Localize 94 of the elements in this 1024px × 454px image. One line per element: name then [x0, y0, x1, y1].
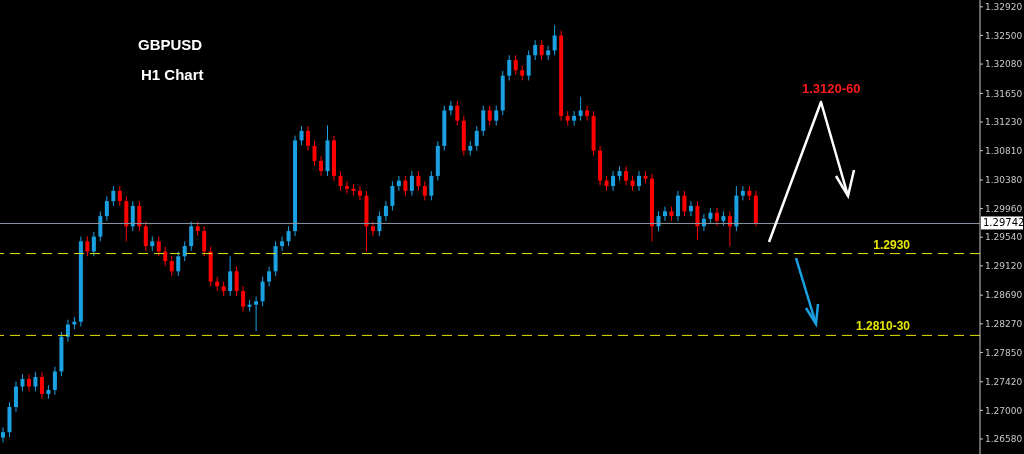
- text: H1 Chart: [141, 66, 204, 83]
- candlestick: [91, 231, 96, 257]
- candlestick: [390, 180, 395, 212]
- candlestick: [286, 225, 291, 247]
- candlestick: [572, 110, 577, 126]
- y-tick-label: 1.26580: [985, 434, 1023, 445]
- candlestick: [344, 180, 349, 195]
- candlestick: [176, 251, 181, 277]
- candlestick: [455, 100, 460, 126]
- candlestick: [370, 221, 375, 237]
- candlestick: [228, 255, 233, 297]
- candlestick: [662, 206, 667, 222]
- candlestick: [319, 155, 324, 177]
- candlestick: [260, 276, 265, 307]
- candlestick: [65, 319, 70, 343]
- candlestick: [104, 195, 109, 222]
- candlestick: [526, 49, 531, 81]
- candlestick: [695, 200, 700, 241]
- candlestick: [13, 381, 18, 413]
- candlestick: [682, 190, 687, 217]
- candlestick: [338, 170, 343, 192]
- y-tick-label: 1.30810: [985, 145, 1023, 156]
- candlestick: [306, 125, 311, 152]
- candlestick: [513, 54, 518, 76]
- candlestick: [202, 225, 207, 257]
- y-tick-label: 1.31230: [985, 117, 1023, 128]
- candlestick: [422, 180, 427, 201]
- candlestick: [189, 221, 194, 252]
- y-tick-label: 1.32920: [985, 2, 1023, 13]
- candlestick: [52, 366, 57, 396]
- candlestick: [26, 373, 31, 392]
- candlestick: [494, 105, 499, 126]
- candlestick: [611, 170, 616, 192]
- candlestick: [507, 54, 512, 81]
- annotation: 1.3120-60: [802, 81, 861, 96]
- candlestick: [481, 105, 486, 137]
- candlestick: [740, 185, 745, 201]
- candlestick: [396, 175, 401, 192]
- candlestick: [357, 185, 362, 201]
- candlestick: [637, 170, 642, 192]
- candlestick: [383, 200, 388, 222]
- candlestick: [552, 24, 557, 56]
- y-tick-label: 1.29540: [985, 232, 1023, 243]
- ref-line-label: 1.2810-30: [855, 319, 911, 334]
- candlestick: [39, 371, 44, 400]
- candlestick: [474, 125, 479, 152]
- candlestick: [429, 170, 434, 201]
- candlestick: [714, 207, 719, 227]
- y-tick-label: 1.31650: [985, 88, 1023, 99]
- y-tick-label: 1.29120: [985, 261, 1023, 272]
- candlestick: [182, 240, 187, 262]
- candlestick: [163, 246, 168, 267]
- candlestick: [98, 210, 103, 242]
- candlestick: [312, 140, 317, 167]
- candlestick: [111, 185, 116, 207]
- candlestick: [585, 105, 590, 122]
- candlestick: [624, 165, 629, 186]
- candlestick: [137, 200, 142, 232]
- text: GBPUSD: [138, 36, 203, 53]
- candlestick: [377, 210, 382, 237]
- y-tick-label: 1.27850: [985, 347, 1023, 358]
- ref-line-label: 1.29742: [983, 217, 1024, 229]
- y-tick-label: 1.32500: [985, 30, 1023, 41]
- y-tick-label: 1.27000: [985, 405, 1023, 416]
- candlestick: [487, 105, 492, 126]
- candlestick: [409, 170, 414, 197]
- candlestick: [254, 296, 259, 332]
- candlestick: [33, 371, 38, 392]
- candlestick: [117, 185, 122, 207]
- y-tick-label: 1.28690: [985, 290, 1023, 301]
- candlestick: [675, 190, 680, 222]
- candlestick: [533, 39, 538, 61]
- candlestick: [280, 236, 285, 252]
- candlestick: [130, 200, 135, 232]
- y-tick-label: 1.30380: [985, 175, 1023, 186]
- candlestick: [416, 170, 421, 192]
- ref-line-label: 1.2930: [873, 237, 911, 252]
- candlestick: [539, 39, 544, 61]
- candlestick: [403, 175, 408, 197]
- candlestick: [143, 221, 148, 252]
- candlestick: [234, 266, 239, 297]
- y-tick-label: 1.32080: [985, 59, 1023, 70]
- candlestick: [1, 426, 5, 443]
- candlestick: [156, 236, 161, 257]
- candlestick: [169, 255, 174, 277]
- y-tick-label: 1.29960: [985, 203, 1023, 214]
- candlestick: [688, 200, 693, 217]
- candlestick: [241, 285, 246, 313]
- candlestick: [299, 125, 304, 146]
- candlestick: [578, 96, 583, 122]
- y-tick-label: 1.28270: [985, 318, 1023, 329]
- y-tick-label: 1.27420: [985, 376, 1023, 387]
- candlestick: [267, 266, 272, 287]
- candlestick: [85, 236, 90, 257]
